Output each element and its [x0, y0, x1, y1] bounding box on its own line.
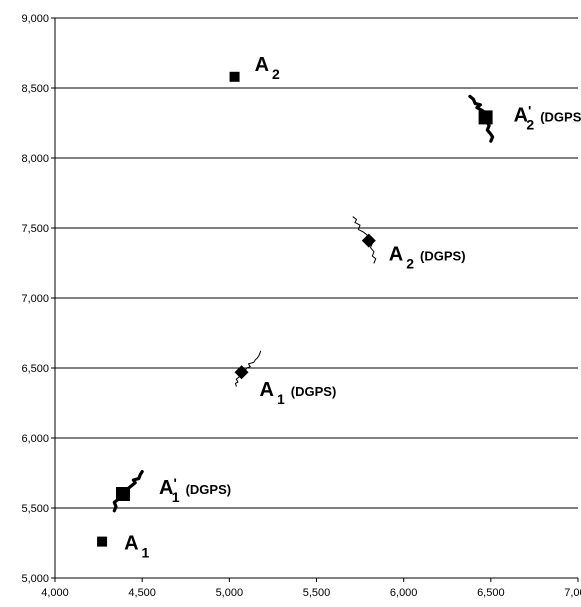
- point-A1pDGPS: [115, 487, 130, 501]
- label-A1DGPS: A 1 (DGPS): [260, 379, 337, 407]
- label-letter: A: [159, 477, 173, 499]
- y-tick-label: 8,000: [21, 153, 49, 165]
- x-tick-label: 4,500: [128, 587, 156, 599]
- label-prime: ': [528, 102, 531, 118]
- y-tick-label: 6,500: [21, 363, 49, 375]
- label-prime: ': [173, 475, 176, 491]
- y-tick-label: 5,500: [21, 503, 49, 515]
- point-A1DGPS: [234, 365, 249, 380]
- track-layer: [112, 94, 495, 513]
- x-tick-label: 5,000: [216, 587, 244, 599]
- label-letter: A: [124, 533, 138, 555]
- label-letter: A: [260, 379, 274, 401]
- label-A2pDGPS: A'2 (DGPS): [514, 102, 581, 132]
- label-dgps: (DGPS): [291, 384, 337, 399]
- label-dgps: (DGPS): [420, 249, 466, 264]
- label-subscript: 1: [142, 545, 150, 561]
- label-subscript: 1: [277, 391, 285, 407]
- axis-layer: 5,000 5,500 6,000 6,500 7,000 7,500 8,000 8,500…: [21, 13, 581, 599]
- point-A2pDGPS: [478, 110, 493, 125]
- x-tick-label: 4,000: [41, 587, 69, 599]
- label-dgps: (DGPS): [186, 482, 232, 497]
- y-tick-label: 6,000: [21, 433, 49, 445]
- point-A2DGPS: [361, 233, 376, 248]
- y-tick-label: 5,000: [21, 573, 49, 585]
- label-letter: A: [389, 244, 403, 266]
- x-tick-label: 6,500: [477, 587, 505, 599]
- label-dgps: (DGPS): [540, 109, 581, 124]
- label-A1pDGPS: A' 1 (DGPS): [159, 475, 231, 505]
- x-tick-label: 6,000: [390, 587, 418, 599]
- x-tick-label: 7,000: [564, 587, 581, 599]
- point-layer: [97, 71, 493, 547]
- label-A2DGPS: A 2 (DGPS): [389, 244, 466, 272]
- label-subscript: 2: [526, 116, 534, 132]
- x-tick-label: 5,500: [303, 587, 331, 599]
- label-subscript: 2: [272, 66, 280, 82]
- y-tick-label: 8,500: [21, 83, 49, 95]
- grid-layer: [55, 17, 578, 509]
- point-A1: [97, 536, 108, 547]
- label-letter: A: [255, 54, 269, 76]
- y-tick-label: 7,500: [21, 223, 49, 235]
- label-subscript: 1: [172, 489, 180, 505]
- y-tick-label: 7,000: [21, 293, 49, 305]
- point-A2: [229, 71, 240, 82]
- label-letter: A: [514, 104, 528, 126]
- label-subscript: 2: [406, 256, 414, 272]
- y-tick-label: 9,000: [21, 13, 49, 25]
- track-a1-dgps: [234, 350, 262, 387]
